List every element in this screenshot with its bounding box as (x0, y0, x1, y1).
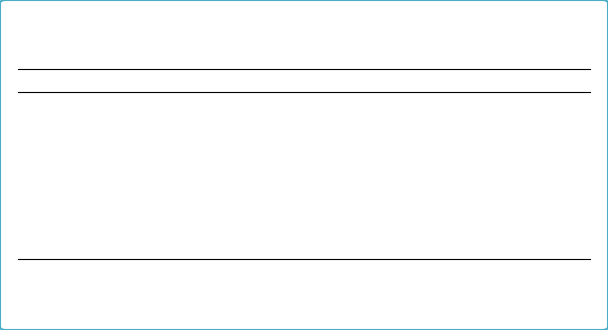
Text: 28.6: 28.6 (261, 106, 286, 116)
Text: 2008–2009: Unemployed: 2008–2009: Unemployed (18, 132, 158, 142)
Text: Period and sample: Period and sample (18, 73, 122, 82)
Text: current job (all): current job (all) (52, 205, 138, 215)
Text: IZA Discussion Paper No. 5955,: IZA Discussion Paper No. 5955, (249, 266, 409, 276)
Text: 63.6: 63.6 (362, 228, 387, 238)
Text: 2008–2009: During search for: 2008–2009: During search for (18, 228, 185, 238)
Text: 2008–2009: During search for: 2008–2009: During search for (18, 188, 185, 198)
Text: 61.2: 61.2 (261, 132, 286, 142)
Text: September 2011. Online at: http://ftp.iza.org/dp5955.pdf [1].: September 2011. Online at: http://ftp.iz… (18, 283, 322, 293)
Text: 85.3: 85.3 (480, 158, 505, 168)
Text: 24.2: 24.2 (480, 106, 505, 116)
Text: 86.1: 86.1 (362, 132, 387, 142)
Text: 55.3: 55.3 (480, 228, 505, 238)
Text: 2008–2009: Employed job seekers: 2008–2009: Employed job seekers (18, 158, 210, 168)
Text: 1998–2000: Unemployed: 1998–2000: Unemployed (18, 106, 158, 116)
Text: 89.3: 89.3 (362, 158, 387, 168)
Text: (unemployed): (unemployed) (52, 262, 130, 272)
Text: Figure 1. Trends in internet access and job search among young workers aged 23–2: Figure 1. Trends in internet access and … (18, 15, 534, 43)
Text: Is Internet Job Search Still Ineffective?: Is Internet Job Search Still Ineffective… (131, 266, 321, 276)
Text: 77.8: 77.8 (261, 188, 286, 198)
Text: Source: Kuhn, P., and H. Mansour.: Source: Kuhn, P., and H. Mansour. (18, 266, 188, 276)
Text: 43.6: 43.6 (480, 188, 505, 198)
Text: 74.4: 74.4 (480, 132, 505, 142)
Text: Looking for
work online: Looking for work online (480, 73, 545, 94)
Text: 74.4: 74.4 (261, 228, 286, 238)
Text: I  Z  A
World of Labor: I Z A World of Labor (484, 302, 572, 325)
Text: Looking for work online,
given home access: Looking for work online, given home acce… (362, 73, 496, 94)
Text: Home internet
access: Home internet access (261, 73, 342, 94)
Text: 64.9: 64.9 (362, 106, 387, 116)
Text: 48.0: 48.0 (362, 188, 387, 198)
Text: 81.3: 81.3 (261, 158, 286, 168)
Text: current job: current job (52, 245, 112, 255)
